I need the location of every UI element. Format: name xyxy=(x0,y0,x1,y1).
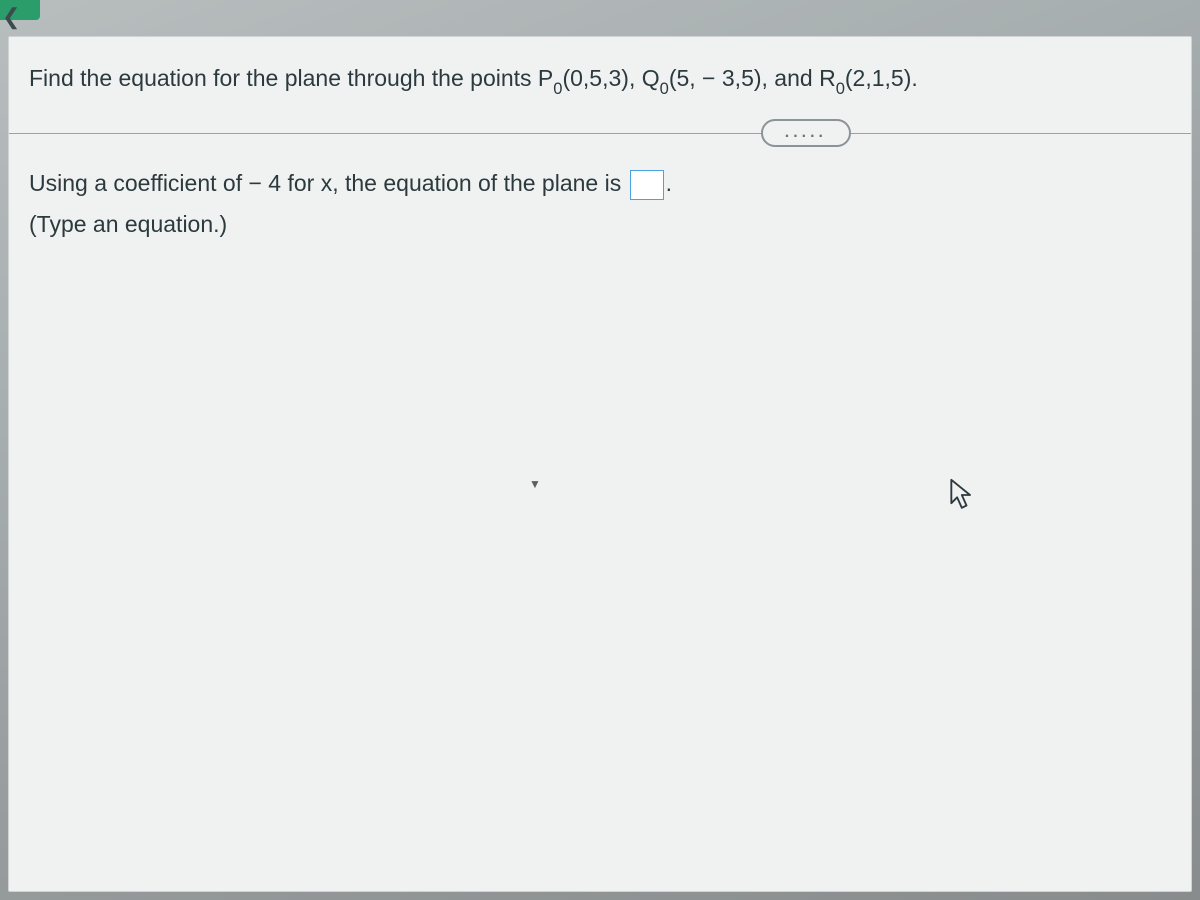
point-r-label: R xyxy=(819,65,836,91)
point-q-label: Q xyxy=(642,65,660,91)
answer-text-before: Using a coefficient of − 4 for x, the eq… xyxy=(29,170,628,196)
question-prefix: Find the equation for the plane through … xyxy=(29,65,538,91)
point-r-coords: (2,1,5). xyxy=(845,65,918,91)
answer-prompt-line: Using a coefficient of − 4 for x, the eq… xyxy=(29,165,1171,202)
point-q-subscript: 0 xyxy=(660,79,669,98)
question-text: Find the equation for the plane through … xyxy=(29,61,1171,119)
point-r-subscript: 0 xyxy=(836,79,845,98)
equation-input[interactable] xyxy=(630,170,664,200)
point-p-label: P xyxy=(538,65,553,91)
point-p-coords: (0,5,3), xyxy=(562,65,641,91)
ellipsis-icon: ..... xyxy=(785,125,827,141)
answer-text-after: . xyxy=(666,170,672,196)
divider-line xyxy=(9,133,1191,134)
answer-hint: (Type an equation.) xyxy=(29,206,1171,243)
question-panel: Find the equation for the plane through … xyxy=(8,36,1192,892)
section-divider: ..... xyxy=(9,119,1191,147)
screen-background: ❮ Find the equation for the plane throug… xyxy=(0,0,1200,900)
back-arrow-icon[interactable]: ❮ xyxy=(2,4,18,30)
point-p-subscript: 0 xyxy=(553,79,562,98)
expand-pill-button[interactable]: ..... xyxy=(761,119,851,147)
chevron-down-icon: ▼ xyxy=(529,477,541,491)
cursor-pointer-icon xyxy=(949,477,977,513)
point-q-coords: (5, − 3,5), and xyxy=(669,65,819,91)
